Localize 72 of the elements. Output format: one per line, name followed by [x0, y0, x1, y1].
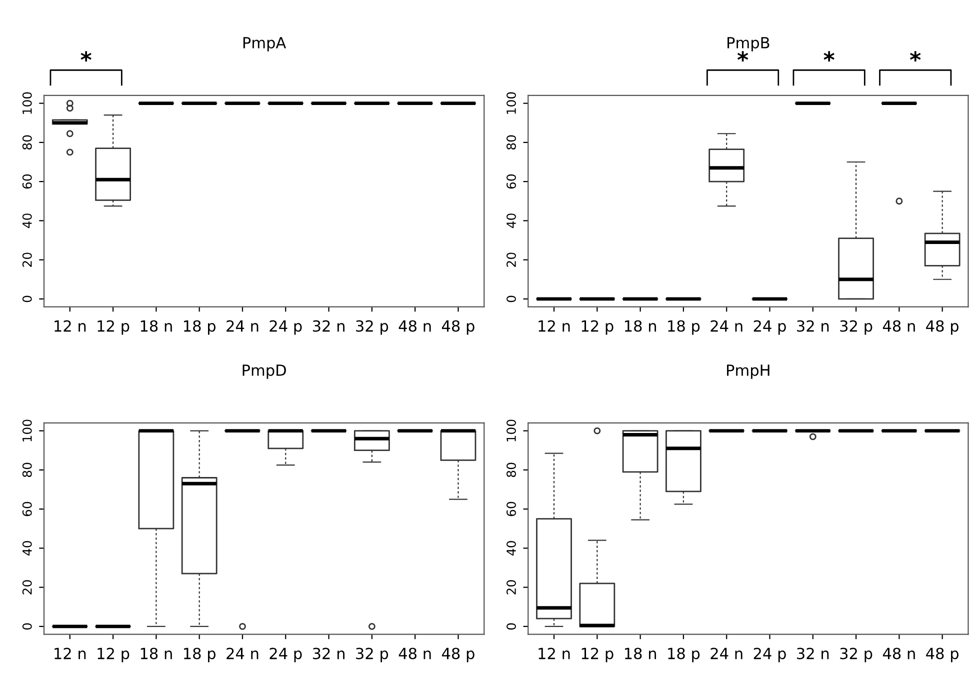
- x-tick-label: 24 n: [226, 648, 258, 660]
- y-tick-label: 0: [22, 623, 32, 630]
- chart-title: PmpB: [728, 37, 770, 52]
- x-tick-label: 48 p: [926, 648, 958, 662]
- y-tick-label: 0: [22, 296, 32, 302]
- x-tick-label: 18 n: [140, 648, 172, 660]
- x-tick-label: 24 n: [226, 320, 258, 332]
- x-tick-label: 18 p: [668, 320, 700, 335]
- y-tick-label: 60: [506, 174, 516, 189]
- x-tick-label: 32 p: [840, 648, 872, 662]
- x-tick-label: 32 n: [797, 648, 829, 660]
- x-tick-label: 12 p: [98, 320, 130, 335]
- x-tick-label: 24 p: [270, 648, 302, 662]
- y-tick-label: 100: [22, 420, 32, 442]
- y-tick-label: 20: [506, 252, 516, 267]
- x-tick-label: 32 p: [356, 648, 388, 662]
- x-tick-label: 48 p: [926, 320, 958, 335]
- x-tick-label: 18 p: [184, 648, 216, 662]
- y-tick-label: 0: [506, 623, 516, 630]
- y-tick-label: 80: [506, 135, 516, 150]
- x-tick-label: 48 n: [882, 648, 915, 660]
- x-tick-label: 18 n: [624, 648, 656, 660]
- y-tick-label: 100: [22, 92, 32, 114]
- chart-title: PmpH: [727, 364, 770, 379]
- x-tick-label: 24 p: [754, 320, 786, 335]
- y-tick-label: 0: [506, 296, 516, 302]
- y-tick-label: 40: [22, 541, 32, 556]
- y-tick-label: 40: [22, 214, 32, 228]
- y-tick-label: 80: [22, 135, 32, 150]
- x-tick-label: 18 n: [140, 320, 172, 332]
- x-tick-label: 12 p: [98, 648, 130, 662]
- x-tick-label: 24 p: [754, 648, 786, 662]
- y-tick-label: 100: [506, 92, 516, 114]
- y-tick-label: 20: [22, 252, 32, 267]
- text: *: [910, 51, 921, 62]
- chart-title: PmpA: [243, 37, 286, 52]
- x-tick-label: 48 n: [882, 320, 915, 332]
- x-tick-label: 32 p: [840, 320, 872, 335]
- x-tick-label: 12 n: [54, 320, 86, 332]
- x-tick-label: 12 p: [582, 648, 614, 662]
- x-tick-label: 32 p: [356, 320, 388, 335]
- x-tick-label: 12 n: [54, 648, 86, 660]
- x-tick-label: 18 n: [624, 320, 656, 332]
- y-tick-label: 80: [506, 462, 516, 478]
- x-tick-label: 24 n: [710, 648, 742, 660]
- y-tick-label: 60: [22, 502, 32, 516]
- y-tick-label: 20: [22, 580, 32, 594]
- x-tick-label: 24 n: [710, 320, 742, 332]
- x-tick-label: 18 p: [184, 320, 216, 335]
- chart-title: PmpD: [242, 364, 286, 379]
- x-tick-label: 48 n: [398, 320, 431, 332]
- x-tick-label: 48 p: [442, 320, 474, 335]
- x-tick-label: 12 n: [538, 320, 570, 332]
- y-tick-label: 40: [506, 214, 516, 228]
- text: *: [737, 51, 748, 62]
- x-tick-label: 12 p: [582, 320, 614, 335]
- text: *: [824, 51, 834, 62]
- y-tick-label: 20: [506, 580, 516, 594]
- y-tick-label: 40: [506, 541, 516, 556]
- x-tick-label: 24 p: [270, 320, 302, 335]
- x-tick-label: 12 n: [538, 648, 570, 660]
- y-tick-label: 60: [506, 502, 516, 516]
- y-tick-label: 80: [22, 462, 32, 478]
- x-tick-label: 18 p: [668, 648, 700, 662]
- x-tick-label: 48 n: [398, 648, 431, 660]
- x-tick-label: 48 p: [442, 648, 474, 662]
- text: *: [80, 51, 92, 62]
- x-tick-label: 32 n: [312, 320, 344, 332]
- x-tick-label: 32 n: [797, 320, 829, 332]
- y-tick-label: 60: [22, 174, 32, 189]
- y-tick-label: 100: [506, 420, 516, 442]
- x-tick-label: 32 n: [312, 648, 344, 660]
